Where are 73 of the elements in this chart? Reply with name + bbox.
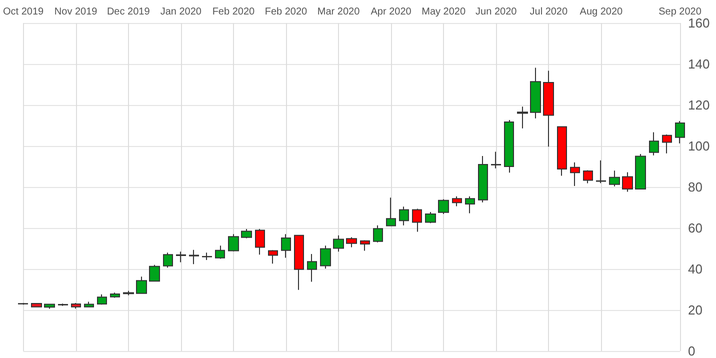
candlestick xyxy=(97,294,107,306)
x-tick-label: Jul 2020 xyxy=(530,6,568,18)
candlestick xyxy=(281,234,291,258)
candlestick xyxy=(438,198,449,215)
candlestick xyxy=(176,251,186,263)
candlestick xyxy=(557,126,567,176)
x-tick-label: Aug 2020 xyxy=(580,6,624,18)
candlestick xyxy=(202,252,212,260)
x-tick-label: Dec 2019 xyxy=(106,6,150,18)
x-tick-label: Apr 2020 xyxy=(370,6,412,18)
candlestick xyxy=(360,240,370,252)
candlestick xyxy=(110,292,120,298)
x-tick-label: Feb 2020 xyxy=(212,6,255,18)
y-tick-label: 60 xyxy=(688,220,702,236)
candlestick xyxy=(268,250,278,264)
x-tick-label: Jun 2020 xyxy=(476,6,518,18)
candlestick xyxy=(570,162,580,186)
x-tick-label: Nov 2019 xyxy=(54,6,98,18)
candlestick xyxy=(635,153,646,190)
candlestick xyxy=(84,301,94,308)
y-tick-label: 20 xyxy=(688,302,702,318)
candlestick xyxy=(412,208,422,232)
candlestick xyxy=(44,303,55,310)
x-tick-label: Mar 2020 xyxy=(317,6,360,18)
candlestick xyxy=(320,245,331,270)
candlestick xyxy=(31,302,42,308)
candlestick xyxy=(333,234,344,252)
candlestick xyxy=(452,196,462,207)
candlestick xyxy=(662,134,672,154)
candlestick xyxy=(136,276,147,294)
candlestick xyxy=(189,249,199,265)
candlestick xyxy=(58,303,68,306)
candlestick xyxy=(149,264,160,282)
x-tick-label: May 2020 xyxy=(422,6,466,18)
candlestick xyxy=(425,212,436,224)
candlestick xyxy=(228,234,239,252)
x-tick-label: Oct 2019 xyxy=(2,6,44,18)
candlestick xyxy=(478,156,488,203)
candlestick xyxy=(163,252,173,268)
x-tick-label: Sep 2020 xyxy=(658,6,702,18)
y-tick-label: 140 xyxy=(688,56,710,72)
candlestick xyxy=(294,234,304,290)
x-tick-label: Feb 2020 xyxy=(264,6,308,18)
candlestick xyxy=(346,236,357,248)
candlestick xyxy=(675,120,685,144)
candlestick xyxy=(583,170,593,184)
candlestick xyxy=(465,196,475,214)
candlestick xyxy=(386,197,396,226)
candlestick xyxy=(609,170,620,187)
y-tick-label: 160 xyxy=(688,16,710,30)
candlestick xyxy=(504,119,514,174)
candlestick xyxy=(373,224,383,243)
candlestick xyxy=(18,302,28,306)
y-tick-label: 100 xyxy=(688,138,710,154)
candlestick xyxy=(241,228,252,239)
y-tick-label: 120 xyxy=(688,98,710,112)
y-tick-label: 80 xyxy=(688,180,702,194)
candlestick xyxy=(530,67,541,119)
candlestick xyxy=(596,160,606,184)
candlestick xyxy=(215,245,225,260)
candlestick xyxy=(517,106,528,129)
y-tick-label: 40 xyxy=(688,262,702,276)
candlestick xyxy=(307,254,317,282)
candlestick xyxy=(491,151,501,169)
candlestick xyxy=(123,290,134,296)
candlestick xyxy=(71,302,81,310)
candlestick xyxy=(255,228,265,256)
y-tick-label: 0 xyxy=(688,344,696,358)
candlestick xyxy=(399,206,409,226)
candlestick xyxy=(622,172,633,192)
candlestick xyxy=(649,132,659,156)
x-tick-label: Jan 2020 xyxy=(160,6,202,18)
candlestick xyxy=(543,70,554,148)
